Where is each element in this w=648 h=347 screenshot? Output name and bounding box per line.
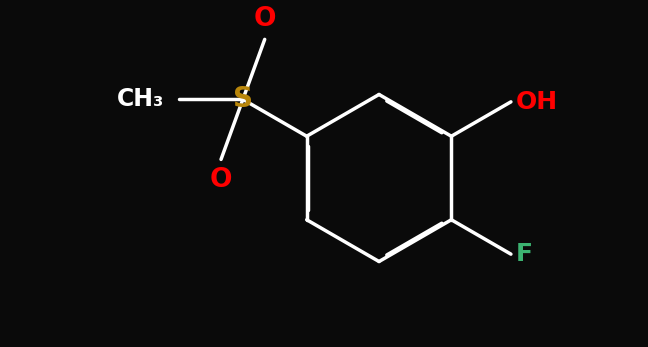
Text: CH₃: CH₃ — [117, 87, 164, 111]
Text: O: O — [253, 6, 276, 32]
Text: O: O — [210, 167, 232, 193]
Text: S: S — [233, 85, 253, 113]
Text: F: F — [516, 242, 533, 266]
Text: OH: OH — [516, 90, 558, 114]
